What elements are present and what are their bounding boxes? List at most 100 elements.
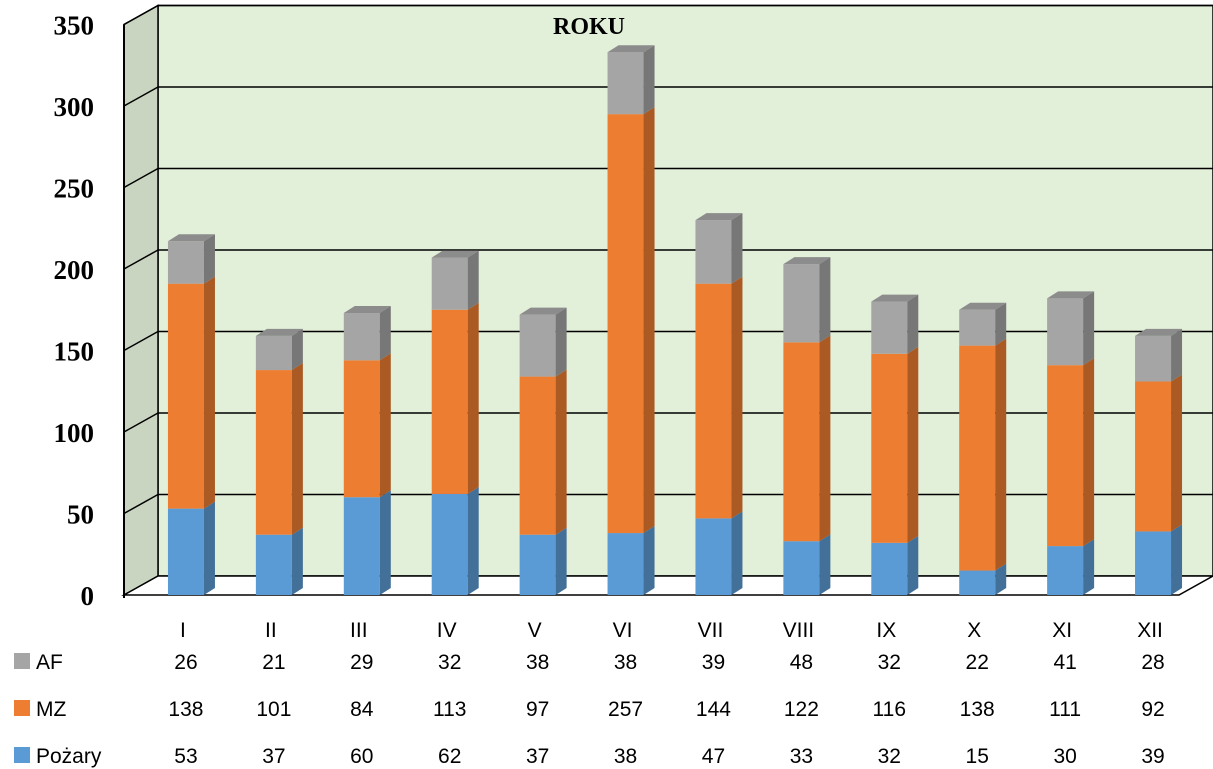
- bar-segment-poary: [255, 527, 303, 595]
- gridlines: [123, 4, 1213, 515]
- y-tick-label: 200: [54, 255, 95, 285]
- bar-segment-mz: [255, 363, 303, 535]
- bar-face: [1135, 335, 1172, 382]
- table-cell-value: 60: [350, 745, 373, 768]
- bar-segment-af: [519, 307, 567, 377]
- table-cell-value: 101: [256, 698, 291, 721]
- bar-face: [783, 264, 820, 343]
- x-category-label: IV: [437, 619, 457, 642]
- bar-segment-af: [607, 45, 655, 115]
- bar-segment-poary: [519, 527, 567, 595]
- bar-segment-poary: [1047, 539, 1095, 595]
- bar-segment-mz: [519, 369, 567, 535]
- table-cell-value: 38: [614, 745, 637, 768]
- chart-title: ROKU: [553, 14, 625, 40]
- y-tick-label: 150: [54, 337, 95, 367]
- x-category-label: VIII: [783, 619, 815, 642]
- back-wall: [157, 4, 1213, 577]
- bar-side: [731, 213, 743, 284]
- bar-segment-mz: [871, 346, 919, 543]
- floor: [121, 575, 1213, 596]
- bar-side: [1171, 524, 1183, 595]
- bar-face: [255, 534, 292, 595]
- bar-face: [1135, 531, 1172, 595]
- bar-side: [995, 302, 1007, 346]
- legend-swatch: [14, 747, 30, 763]
- bar-face: [167, 508, 204, 595]
- bar-side: [819, 534, 831, 595]
- bar-segment-poary: [431, 486, 479, 595]
- x-axis-categories: I II III IV V VI VII VIII IX X XI XII: [180, 619, 1163, 642]
- y-tick-label: 250: [54, 174, 95, 204]
- bar-side: [555, 369, 567, 535]
- table-cell-value: 32: [438, 651, 461, 674]
- legend-swatch: [14, 700, 30, 716]
- table-cell-value: 37: [262, 745, 285, 768]
- bar-segment-poary: [607, 526, 655, 595]
- x-category-label: VI: [613, 619, 633, 642]
- bar-face: [695, 283, 732, 519]
- bar-side: [379, 490, 391, 595]
- y-tick-label: 0: [81, 581, 95, 611]
- bar-top: [783, 257, 831, 265]
- table-cell-value: 48: [790, 651, 813, 674]
- gridline-side: [123, 330, 159, 352]
- table-cell-value: 116: [873, 698, 906, 721]
- bar-segment-poary: [167, 501, 215, 595]
- bar-segment-af: [431, 250, 479, 310]
- bar-top: [167, 234, 215, 242]
- table-cell-value: 22: [966, 651, 989, 674]
- bar-top: [1047, 291, 1095, 299]
- bar-side: [203, 234, 215, 284]
- bar-face: [343, 313, 380, 361]
- bar-segment-poary: [783, 534, 831, 595]
- x-category-label: III: [350, 619, 368, 642]
- table-cell-value: 257: [608, 698, 643, 721]
- bar-face: [519, 314, 556, 377]
- bar-face: [167, 283, 204, 509]
- bar-side: [907, 294, 919, 354]
- bar-side: [467, 486, 479, 595]
- bar-face: [607, 114, 644, 534]
- gridline-side: [123, 493, 159, 515]
- bar-segment-af: [783, 257, 831, 343]
- gridline-side: [123, 249, 159, 270]
- bar-face: [695, 220, 732, 284]
- side-wall: [123, 4, 159, 597]
- bar-face: [607, 52, 644, 115]
- data-table: AF 26 21 29 32 38 38 39 48 32 22 41 28 MZ 138 101 84 113 9…: [14, 651, 1165, 768]
- bar-face: [343, 360, 380, 498]
- bar-side: [203, 276, 215, 509]
- bar-face: [1047, 298, 1084, 366]
- legend-label: MZ: [36, 698, 66, 721]
- bar-face: [959, 570, 996, 595]
- bar-segment-af: [255, 328, 303, 371]
- table-cell-value: 41: [1053, 651, 1076, 674]
- bar-face: [431, 309, 468, 494]
- bar-side: [203, 501, 215, 595]
- bar-side: [731, 511, 743, 595]
- bar-face: [783, 541, 820, 595]
- bar-face: [255, 335, 292, 371]
- bar-face: [1047, 365, 1084, 547]
- table-cell-value: 38: [614, 651, 637, 674]
- bar-side: [467, 250, 479, 310]
- gridline-side: [123, 412, 159, 433]
- bar-face: [255, 370, 292, 535]
- bar-side: [643, 107, 655, 534]
- bar-face: [519, 376, 556, 535]
- bar-segment-af: [959, 302, 1007, 346]
- table-cell-value: 26: [174, 651, 197, 674]
- y-axis-ticks: 0 50 100 150 200 250 300 350: [54, 11, 95, 612]
- bar-face: [871, 353, 908, 543]
- bar-segment-af: [695, 213, 743, 284]
- bar-side: [1171, 374, 1183, 532]
- y-tick-label: 350: [54, 11, 95, 41]
- gridline-side: [123, 86, 159, 107]
- table-cell-value: 21: [262, 651, 285, 674]
- bar-side: [731, 276, 743, 519]
- bar-top: [607, 45, 655, 53]
- bar-segment-af: [871, 294, 919, 354]
- table-cell-value: 53: [174, 745, 197, 768]
- bar-side: [995, 338, 1007, 571]
